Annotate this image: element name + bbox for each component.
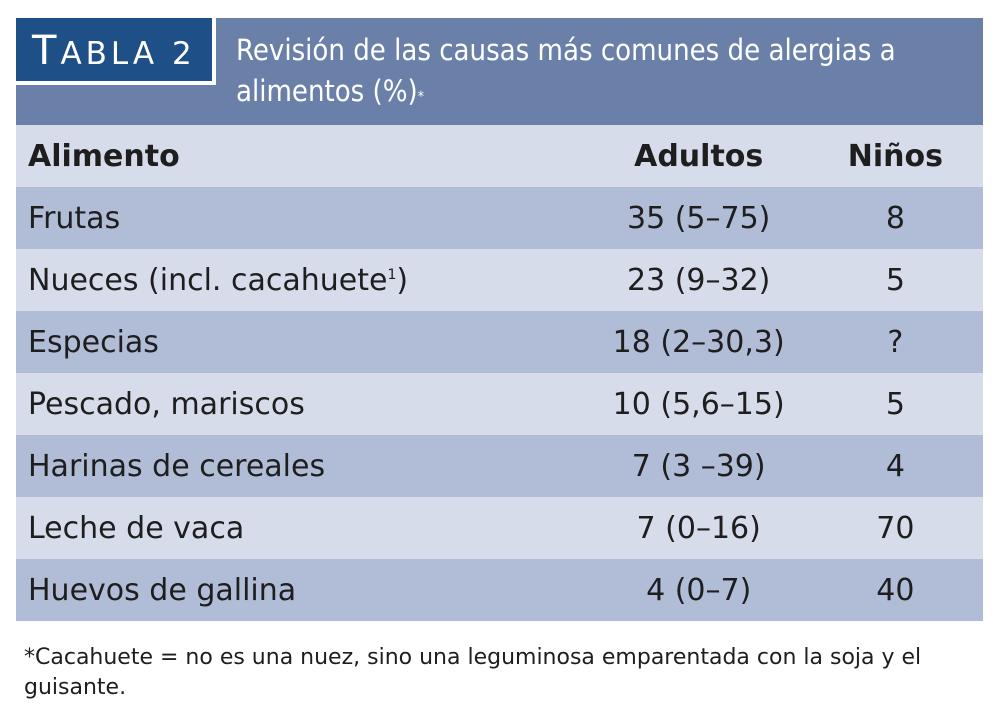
column-header-adults: Adultos (634, 138, 764, 174)
cell-food: Leche de vaca (28, 510, 245, 546)
table-number-tag: TABLA 2 (16, 18, 216, 85)
table-title-text: Revisión de las causas más comunes de al… (236, 33, 896, 108)
table-row: Leche de vaca 7 (0–16) 70 (16, 497, 983, 559)
table-title: Revisión de las causas más comunes de al… (236, 30, 976, 112)
cell-adults: 7 (0–16) (636, 510, 761, 546)
cell-adults: 4 (0–7) (646, 572, 752, 608)
allergy-table: Alimento Adultos Niños Frutas 35 (5–75) … (16, 125, 983, 621)
cell-children: 70 (876, 510, 915, 546)
cell-children: 5 (885, 262, 905, 298)
cell-food: Especias (28, 324, 159, 360)
cell-adults: 18 (2–30,3) (612, 324, 785, 360)
cell-children: 4 (885, 448, 905, 484)
table-row: Pescado, mariscos 10 (5,6–15) 5 (16, 373, 983, 435)
table-row: Especias 18 (2–30,3) ? (16, 311, 983, 373)
table-footnote: *Cacahuete = no es una nuez, sino una le… (24, 645, 922, 700)
food-footnote-mark: 1 (387, 266, 397, 283)
cell-food-text: Nueces (incl. cacahuete (28, 262, 388, 298)
table-header-row: Alimento Adultos Niños (16, 125, 983, 187)
table-row: Harinas de cereales 7 (3 –39) 4 (16, 435, 983, 497)
cell-food: Huevos de gallina (28, 572, 297, 608)
cell-food: Nueces (incl. cacahuete1) (16, 249, 590, 311)
table-row: Nueces (incl. cacahuete1) 23 (9–32) 5 (16, 249, 983, 311)
cell-children: 8 (885, 200, 905, 236)
cell-food: Harinas de cereales (28, 448, 326, 484)
table-row: Frutas 35 (5–75) 8 (16, 187, 983, 249)
cell-food: Frutas (28, 200, 121, 236)
cell-adults: 23 (9–32) (626, 262, 771, 298)
cell-adults: 10 (5,6–15) (612, 386, 785, 422)
tag-rest: ABLA 2 (60, 36, 196, 72)
cell-children: 5 (885, 386, 905, 422)
column-header-children: Niños (847, 138, 943, 174)
cell-food-end: ) (396, 262, 409, 298)
table-header-banner: TABLA 2 Revisión de las causas más comun… (16, 18, 983, 125)
cell-children: ? (887, 324, 904, 360)
cell-adults: 35 (5–75) (626, 200, 771, 236)
cell-children: 40 (876, 572, 915, 608)
table-row: Huevos de gallina 4 (0–7) 40 (16, 559, 983, 621)
title-footnote-mark: * (417, 89, 425, 105)
tag-initial: T (32, 28, 61, 74)
cell-food: Pescado, mariscos (28, 386, 305, 422)
cell-adults: 7 (3 –39) (631, 448, 766, 484)
column-header-food: Alimento (28, 138, 180, 174)
